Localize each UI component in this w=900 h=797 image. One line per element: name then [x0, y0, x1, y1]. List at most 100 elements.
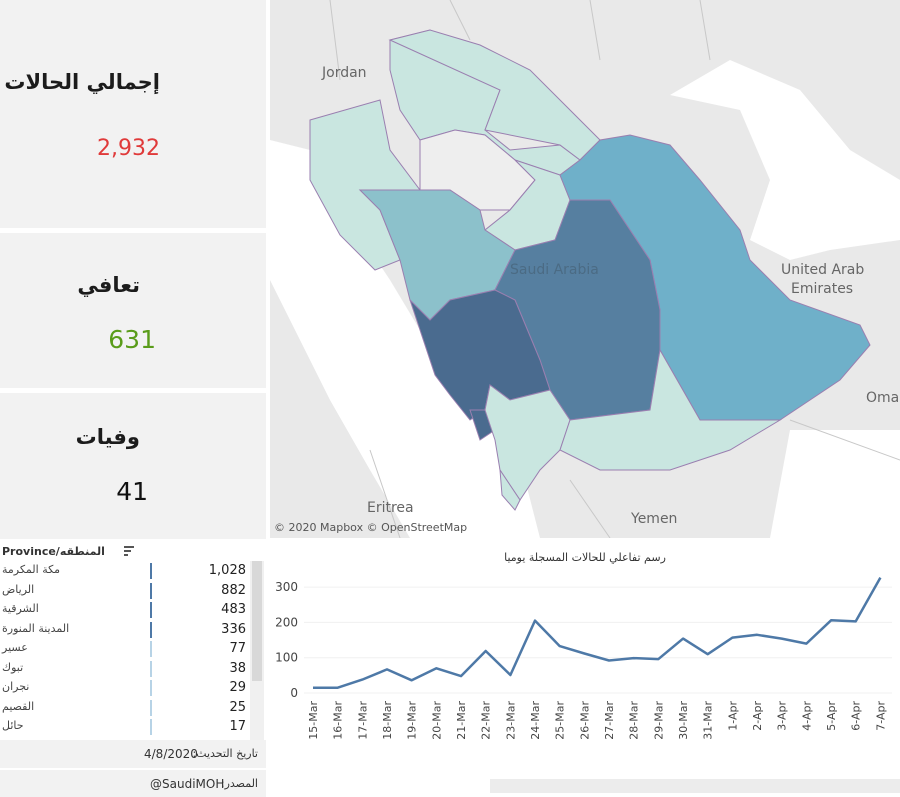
province-value: 77: [229, 641, 246, 656]
province-bar: [150, 602, 152, 618]
table-row[interactable]: الشرقية 483: [0, 600, 250, 620]
update-date-value: 4/8/2020: [144, 747, 198, 761]
deaths-card[interactable]: وفيات 41: [0, 393, 266, 539]
x-tick-label: 16-Mar: [332, 701, 345, 740]
deaths-value: 41: [116, 477, 148, 506]
province-bar: [150, 563, 152, 579]
region-jazan[interactable]: [499, 468, 521, 511]
region-najran[interactable]: [559, 348, 782, 471]
x-tick-label: 22-Mar: [480, 701, 493, 740]
x-tick-label: 1-Apr: [726, 701, 739, 731]
recovered-card[interactable]: تعافي 631: [0, 233, 266, 388]
x-tick-label: 4-Apr: [800, 701, 813, 731]
recovered-value: 631: [108, 325, 156, 354]
province-table[interactable]: Province/المنطقه مكة المكرمة 1,028 الرياض 8…: [0, 543, 266, 740]
x-tick-label: 15-Mar: [307, 701, 320, 740]
y-tick-label: 300: [275, 580, 298, 594]
province-name: حائل: [2, 719, 24, 732]
x-tick-label: 19-Mar: [406, 701, 419, 740]
x-tick-label: 29-Mar: [652, 701, 665, 740]
total-cases-card[interactable]: إجمالي الحالات 2,932: [0, 0, 266, 228]
table-row[interactable]: تبوك 38: [0, 659, 250, 679]
x-tick-label: 25-Mar: [554, 701, 567, 740]
x-tick-label: 20-Mar: [430, 701, 443, 740]
x-tick-label: 30-Mar: [677, 701, 690, 740]
x-tick-label: 27-Mar: [603, 701, 616, 740]
label-eritrea: Eritrea: [367, 500, 414, 516]
table-row[interactable]: نجران 29: [0, 678, 250, 698]
province-name: الرياض: [2, 582, 35, 596]
table-scrollbar[interactable]: [250, 561, 264, 740]
table-row[interactable]: القصيم 25: [0, 698, 250, 718]
province-bar: [150, 719, 152, 735]
chart-title: رسم تفاعلي للحالات المسجلة يوميا: [504, 551, 666, 564]
province-value: 25: [229, 699, 246, 715]
table-row[interactable]: مكة المكرمة 1,028: [0, 561, 250, 581]
province-name: الشرقية: [2, 602, 39, 615]
province-name: نجران: [2, 680, 30, 693]
source-label: المصدر:: [220, 777, 258, 790]
province-bar: [150, 699, 152, 716]
map-canvas[interactable]: [270, 0, 900, 538]
map-attribution[interactable]: © 2020 Mapbox © OpenStreetMap: [274, 521, 468, 534]
region-map[interactable]: Jordan Saudi Arabia United Arab Emirates…: [270, 0, 900, 538]
province-name: تبوك: [2, 660, 24, 674]
x-tick-label: 5-Apr: [825, 701, 838, 731]
y-tick-label: 200: [275, 615, 298, 629]
daily-cases-chart[interactable]: رسم تفاعلي للحالات المسجلة يوميا 0 100 200…: [270, 543, 900, 797]
table-rows: مكة المكرمة 1,028 الرياض 882 الشرقية 483 المدي…: [0, 561, 250, 740]
province-name: عسير: [2, 641, 28, 654]
province-value: 882: [221, 582, 246, 598]
chart-canvas[interactable]: 0 100 200 300 15-Mar 16-Mar 17-Mar 18-Mar 19-Mar…: [270, 543, 900, 779]
total-cases-label: إجمالي الحالات: [4, 70, 160, 94]
province-name: مكة المكرمة: [2, 563, 61, 576]
province-bar: [150, 641, 152, 657]
table-row[interactable]: عسير 77: [0, 639, 250, 659]
series-line[interactable]: [313, 576, 882, 689]
total-cases-value: 2,932: [97, 136, 160, 161]
province-value: 17: [229, 719, 246, 734]
label-jordan: Jordan: [322, 65, 367, 81]
table-header: Province/المنطقه: [2, 545, 264, 563]
scroll-thumb[interactable]: [252, 561, 262, 681]
sort-icon[interactable]: [124, 546, 136, 558]
table-row[interactable]: الرياض 882: [0, 581, 250, 601]
province-bar: [150, 621, 152, 638]
province-header[interactable]: Province/المنطقه: [2, 545, 105, 558]
province-bar: [150, 660, 152, 677]
x-tick-label: 28-Mar: [628, 701, 641, 740]
y-tick-label: 0: [290, 686, 298, 700]
x-tick-label: 21-Mar: [455, 701, 468, 740]
x-tick-label: 3-Apr: [776, 701, 789, 731]
arabian-sea: [770, 430, 900, 538]
province-value: 38: [229, 660, 246, 676]
chart-scrollbar[interactable]: [490, 779, 900, 793]
update-date-footer: 4/8/2020 تاريخ التحديث:: [0, 740, 266, 768]
province-bar: [150, 680, 152, 696]
label-yemen: Yemen: [631, 511, 678, 527]
table-row[interactable]: حائل 17: [0, 717, 250, 737]
x-tick-label: 24-Mar: [529, 701, 542, 740]
x-tick-label: 6-Apr: [850, 701, 863, 731]
label-uae-2: Emirates: [791, 281, 854, 297]
update-date-label: تاريخ التحديث:: [192, 747, 258, 760]
y-tick-label: 100: [275, 651, 298, 665]
province-value: 483: [221, 602, 246, 617]
x-tick-label: 31-Mar: [702, 701, 715, 740]
border-lines: [329, 0, 900, 538]
recovered-label: تعافي: [77, 273, 140, 297]
x-tick-label: 2-Apr: [751, 701, 764, 731]
table-row[interactable]: المدينة المنورة 336: [0, 620, 250, 640]
region-asir[interactable]: [484, 384, 571, 501]
red-sea: [270, 140, 540, 538]
source-value[interactable]: @SaudiMOH: [150, 777, 225, 791]
label-oman: Oma: [866, 390, 900, 406]
province-value: 1,028: [208, 563, 246, 578]
deaths-label: وفيات: [75, 425, 140, 449]
source-footer: @SaudiMOH المصدر:: [0, 770, 266, 797]
x-tick-label: 17-Mar: [356, 701, 369, 740]
province-bar: [150, 582, 152, 599]
x-tick-label: 18-Mar: [381, 701, 394, 740]
x-tick-label: 23-Mar: [504, 701, 517, 740]
province-name: المدينة المنورة: [2, 621, 70, 635]
